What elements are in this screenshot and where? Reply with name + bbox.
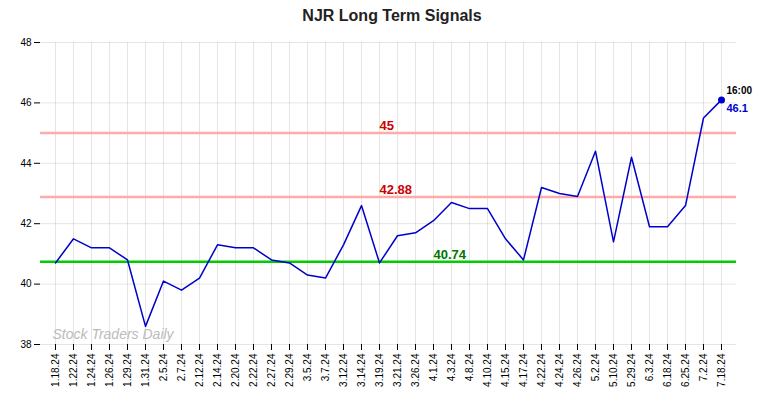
svg-text:5.10.24: 5.10.24: [608, 353, 619, 387]
svg-text:2.22.24: 2.22.24: [248, 353, 259, 387]
svg-text:6.3.24: 6.3.24: [644, 353, 655, 381]
svg-text:42.88: 42.88: [380, 182, 413, 197]
svg-text:4.1.24: 4.1.24: [428, 353, 439, 381]
svg-text:2.14.24: 2.14.24: [212, 353, 223, 387]
svg-text:40.74: 40.74: [434, 247, 467, 262]
svg-text:3.19.24: 3.19.24: [374, 353, 385, 387]
svg-text:2.12.24: 2.12.24: [194, 353, 205, 387]
svg-text:3.12.24: 3.12.24: [338, 353, 349, 387]
svg-text:4.26.24: 4.26.24: [572, 353, 583, 387]
svg-text:2.7.24: 2.7.24: [176, 353, 187, 381]
svg-text:2.27.24: 2.27.24: [266, 353, 277, 387]
svg-text:42: 42: [20, 218, 32, 229]
svg-text:1.22.24: 1.22.24: [68, 353, 79, 387]
svg-text:Stock Traders Daily: Stock Traders Daily: [53, 326, 175, 342]
html-text:NJR Long Term Signals: NJR Long Term Signals: [302, 7, 482, 24]
svg-text:44: 44: [20, 158, 32, 169]
svg-text:1.29.24: 1.29.24: [122, 353, 133, 387]
svg-text:3.21.24: 3.21.24: [392, 353, 403, 387]
svg-text:4.24.24: 4.24.24: [554, 353, 565, 387]
svg-text:2.5.24: 2.5.24: [158, 353, 169, 381]
svg-text:16:00: 16:00: [727, 85, 753, 96]
svg-text:40: 40: [20, 278, 32, 289]
svg-text:7.18.24: 7.18.24: [716, 353, 727, 387]
svg-text:5.29.24: 5.29.24: [626, 353, 637, 387]
svg-text:6.25.24: 6.25.24: [680, 353, 691, 387]
svg-text:3.7.24: 3.7.24: [320, 353, 331, 381]
svg-text:2.20.24: 2.20.24: [230, 353, 241, 387]
svg-text:46: 46: [20, 97, 32, 108]
svg-text:1.31.24: 1.31.24: [140, 353, 151, 387]
svg-text:2.29.24: 2.29.24: [284, 353, 295, 387]
svg-text:4.15.24: 4.15.24: [500, 353, 511, 387]
svg-text:4.10.24: 4.10.24: [482, 353, 493, 387]
svg-text:6.18.24: 6.18.24: [662, 353, 673, 387]
svg-text:3.26.24: 3.26.24: [410, 353, 421, 387]
svg-text:5.2.24: 5.2.24: [590, 353, 601, 381]
svg-text:3.5.24: 3.5.24: [302, 353, 313, 381]
svg-text:3.14.24: 3.14.24: [356, 353, 367, 387]
svg-text:4.17.24: 4.17.24: [518, 353, 529, 387]
svg-text:1.18.24: 1.18.24: [50, 353, 61, 387]
svg-text:1.26.24: 1.26.24: [104, 353, 115, 387]
svg-text:4.3.24: 4.3.24: [446, 353, 457, 381]
svg-text:4.8.24: 4.8.24: [464, 353, 475, 381]
svg-text:4.22.24: 4.22.24: [536, 353, 547, 387]
svg-text:7.2.24: 7.2.24: [698, 353, 709, 381]
svg-text:48: 48: [20, 37, 32, 48]
svg-text:38: 38: [20, 339, 32, 350]
svg-text:45: 45: [380, 118, 394, 133]
svg-text:46.1: 46.1: [727, 102, 748, 114]
svg-text:1.24.24: 1.24.24: [86, 353, 97, 387]
